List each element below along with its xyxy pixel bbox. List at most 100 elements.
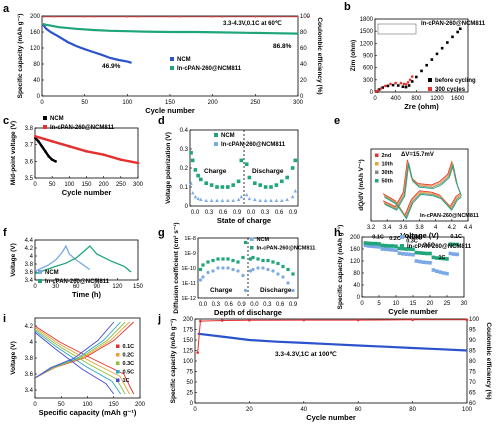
rate-point: [411, 252, 415, 257]
annotation: Charge: [204, 168, 227, 175]
x-tick-label: 0: [193, 407, 197, 413]
data-point: [40, 145, 44, 148]
diffusion-point: [206, 260, 210, 264]
efficiency-point: [302, 318, 306, 322]
rate-point: [445, 257, 449, 261]
polarization-point: [191, 191, 195, 195]
legend-entry: NCM: [177, 57, 191, 63]
diffusion-point: [201, 275, 205, 279]
diffusion-point: [231, 267, 235, 272]
rate-point: [377, 245, 381, 249]
diffusion-point: [211, 258, 215, 263]
legend-swatch: [250, 237, 254, 241]
x-tick-label: 0.9: [237, 302, 246, 308]
polarization-point: [199, 177, 203, 182]
rate-point: [428, 251, 432, 256]
legend-swatch: [38, 279, 42, 283]
polarization-point: [244, 162, 249, 166]
x-tick-label: 0: [33, 402, 37, 408]
rate-point: [421, 251, 425, 255]
diffusion-point: [291, 288, 295, 293]
y-tick-label: 1E-9: [184, 251, 196, 257]
diffusion-point: [286, 281, 290, 285]
polarization-point: [204, 198, 208, 202]
rate-point: [387, 247, 391, 252]
polarization-point: [253, 197, 257, 202]
legend-swatch: [400, 235, 404, 239]
y2-tick-label: 100: [469, 317, 480, 323]
legend-swatch: [375, 179, 379, 183]
diffusion-point: [251, 267, 255, 272]
y2-tick-label: 90: [469, 338, 476, 344]
rate-point: [448, 251, 453, 256]
rate-point: [441, 256, 446, 261]
rate-point: [455, 252, 459, 257]
y-tick-label: 4: [30, 254, 34, 260]
x-tick-label: 0: [360, 301, 364, 307]
polarization-point: [263, 198, 268, 202]
impedance-point: [394, 81, 397, 85]
x-tick-label: 30: [461, 301, 468, 307]
x-axis-label: Depth of discharge: [214, 308, 282, 317]
y-tick-label: 120: [30, 46, 41, 52]
rate-point: [397, 251, 402, 255]
polarization-point: [193, 194, 198, 199]
polarization-point: [280, 198, 284, 202]
y-tick-label: 80: [353, 271, 360, 277]
polarization-point: [239, 158, 244, 163]
diffusion-point: [281, 264, 285, 269]
polarization-point: [236, 179, 241, 184]
polarization-point: [189, 181, 193, 185]
rate-point: [401, 252, 405, 256]
x-tick-label: 4: [434, 225, 438, 231]
x-axis-label: Cycle number: [306, 413, 356, 422]
y-tick-label: 40: [33, 78, 40, 84]
y-axis-label: Voltage (V): [10, 243, 17, 276]
polarization-point: [215, 198, 219, 202]
impedance-point: [402, 82, 406, 86]
polarization-point: [236, 197, 241, 202]
polarization-point: [190, 158, 195, 163]
legend-entry: In-cPAN-260@NCM811: [50, 125, 115, 131]
annotation: 0.1C: [372, 234, 384, 240]
legend-entry: In-cPAN-260@NCM811: [407, 244, 472, 250]
rate-point: [452, 252, 456, 256]
rate-point: [367, 244, 371, 248]
y2-tick-label: 95: [469, 328, 476, 334]
rate-point: [435, 256, 439, 260]
x-tick-label: 150: [165, 100, 176, 106]
diffusion-point: [198, 278, 203, 282]
diffusion-point: [241, 255, 245, 260]
x-tick-label: 150: [81, 182, 92, 188]
data-point: [44, 150, 47, 153]
x-tick-label: 200: [99, 182, 110, 188]
circuit-icon: [377, 23, 417, 35]
x-tick-label: 150: [109, 402, 120, 408]
x-tick-label: 0.0: [247, 210, 256, 216]
y-tick-label: 175: [183, 328, 194, 334]
x-axis-label: Voltage (V): [400, 231, 439, 240]
polarization-point: [280, 179, 284, 184]
rate-point: [455, 242, 459, 247]
panel-letter: f: [3, 227, 7, 239]
x-tick-label: 0.9: [233, 210, 242, 216]
x-tick-label: 400: [391, 96, 402, 102]
polarization-point: [245, 192, 249, 197]
annotation: Discharge: [260, 287, 292, 294]
x-tick-label: 0.3: [212, 302, 221, 308]
dqdv-curve: [384, 193, 462, 220]
y-tick-label: 1E-12: [181, 296, 196, 302]
y-tick-label: 4.2: [25, 324, 34, 330]
diffusion-point: [226, 266, 230, 270]
y-tick-label: 25: [186, 391, 193, 397]
polarization-point: [247, 175, 252, 180]
rate-point: [452, 242, 456, 247]
legend-swatch: [250, 246, 254, 250]
diffusion-point: [221, 257, 225, 261]
polarization-point: [231, 198, 235, 202]
x-tick-label: 0.3: [261, 210, 270, 216]
y-axis-label: Specific capacity (mAh g⁻¹): [170, 319, 177, 404]
y-tick-label: 150: [183, 338, 194, 344]
y-tick-label: 40: [353, 283, 360, 289]
legend-entry: In-cPAN-260@NCM811: [257, 246, 316, 252]
